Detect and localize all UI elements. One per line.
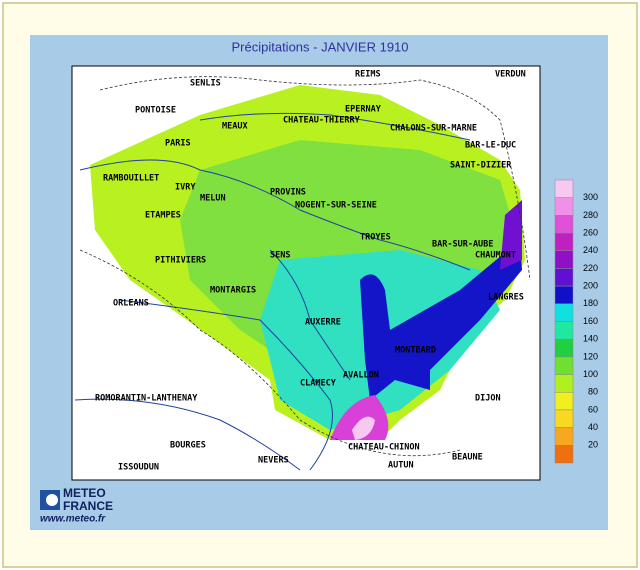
legend-label: 100 <box>583 369 598 379</box>
legend: 300 280 260 240 220 200 180 160 140 120 100 80 60 40 2… <box>554 179 598 464</box>
legend-label: 260 <box>583 227 598 237</box>
city: NOGENT-SUR-SEINE <box>295 201 377 211</box>
city: SAINT-DIZIER <box>450 161 512 171</box>
city: BAR-SUR-AUBE <box>432 240 493 250</box>
title: Précipitations - JANVIER 1910 <box>231 39 408 54</box>
legend-swatch <box>554 356 574 375</box>
city: PONTOISE <box>135 106 176 116</box>
city: CHAUMONT <box>475 251 516 261</box>
city: ISSOUDUN <box>118 463 159 473</box>
legend-label: 240 <box>583 245 598 255</box>
city: BEAUNE <box>452 453 483 463</box>
legend-label: 120 <box>583 351 598 361</box>
city: DIJON <box>475 394 501 404</box>
city: MEAUX <box>222 122 248 132</box>
legend-swatch <box>554 392 574 411</box>
legend-label: 60 <box>588 404 598 414</box>
logo-url: www.meteo.fr <box>40 514 106 525</box>
legend-label: 140 <box>583 334 598 344</box>
city: SENS <box>270 251 290 261</box>
legend-swatch <box>554 232 574 251</box>
legend-swatch <box>554 321 574 340</box>
city: CHALONS-SUR-MARNE <box>390 124 477 134</box>
legend-swatch <box>554 179 574 198</box>
legend-swatch <box>554 338 574 358</box>
legend-label: 280 <box>583 210 598 220</box>
legend-swatch <box>554 445 574 464</box>
legend-swatch <box>554 215 574 234</box>
city: CHATEAU-THIERRY <box>283 116 361 126</box>
city: ETAMPES <box>145 211 181 221</box>
precip-field <box>90 85 525 440</box>
legend-label: 40 <box>588 422 598 432</box>
legend-swatch <box>554 285 574 305</box>
city: BOURGES <box>170 441 206 451</box>
city: CHATEAU-CHINON <box>348 443 420 453</box>
legend-label: 200 <box>583 281 598 291</box>
legend-label: 160 <box>583 316 598 326</box>
city: MONTARGIS <box>210 286 256 296</box>
city: NEVERS <box>258 456 289 466</box>
city: BAR-LE-DUC <box>465 141 516 151</box>
city: REIMS <box>355 70 381 80</box>
legend-swatch <box>554 409 574 428</box>
legend-label: 220 <box>583 263 598 273</box>
logo-text: FRANCE <box>63 499 113 513</box>
city: PARIS <box>165 139 191 149</box>
city: IVRY <box>175 183 196 193</box>
logo-icon <box>46 494 58 506</box>
city: ROMORANTIN-LANTHENAY <box>95 394 198 404</box>
cities: SENLIS REIMS VERDUN PONTOISE EPERNAY CHA… <box>95 70 526 473</box>
legend-label: 80 <box>588 387 598 397</box>
legend-swatch <box>554 427 574 446</box>
legend-label: 20 <box>588 440 598 450</box>
city: PROVINS <box>270 188 306 198</box>
legend-swatch <box>554 374 574 393</box>
city: AVALLON <box>343 371 379 381</box>
logo: METEO FRANCE www.meteo.fr <box>40 486 113 525</box>
legend-label: 300 <box>583 192 598 202</box>
legend-swatch <box>554 250 574 269</box>
city: VERDUN <box>495 70 526 80</box>
city: PITHIVIERS <box>155 256 206 266</box>
legend-swatch <box>554 303 574 322</box>
city: EPERNAY <box>345 105 382 115</box>
city: MELUN <box>200 194 226 204</box>
city: RAMBOUILLET <box>103 174 159 184</box>
city: ORLEANS <box>113 299 149 309</box>
map-lines <box>74 76 531 471</box>
logo-text: METEO <box>63 486 106 500</box>
city: LANGRES <box>488 293 524 303</box>
city: CLAMECY <box>300 379 337 389</box>
city: AUTUN <box>388 461 414 471</box>
city: AUXERRE <box>305 318 341 328</box>
city: SENLIS <box>190 79 221 89</box>
city: TROYES <box>360 233 391 243</box>
legend-swatch <box>554 197 574 216</box>
legend-swatch <box>554 268 574 287</box>
city: MONTBARD <box>395 346 436 356</box>
legend-label: 180 <box>583 298 598 308</box>
